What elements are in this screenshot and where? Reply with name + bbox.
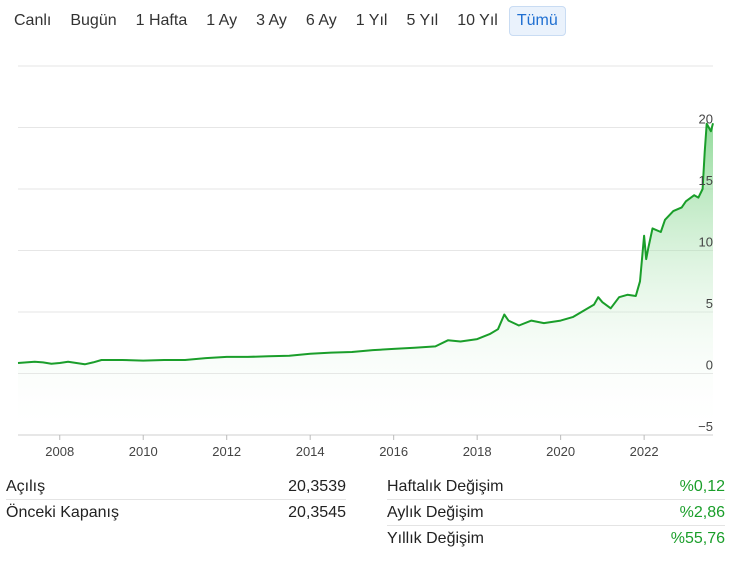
price-line [17, 122, 714, 366]
tab-5-yil[interactable]: 5 Yıl [406, 12, 439, 29]
x-tick-label: 2020 [546, 444, 575, 459]
x-tick-label: 2014 [296, 444, 325, 459]
tab-1-hafta[interactable]: 1 Hafta [135, 12, 188, 29]
stat-value: 20,3539 [288, 477, 346, 495]
x-tick-label: 2010 [129, 444, 158, 459]
y-tick-label: 5 [706, 296, 713, 311]
stat-row-haftalik: Haftalık Değişim %0,12 [387, 474, 725, 500]
y-tick-label: 20 [699, 112, 713, 127]
stat-row-aylik: Aylık Değişim %2,86 [387, 500, 725, 526]
price-stats: Açılış 20,3539 Önceki Kapanış 20,3545 [6, 474, 346, 525]
change-stats: Haftalık Değişim %0,12 Aylık Değişim %2,… [387, 474, 725, 551]
tab-bugun[interactable]: Bugün [70, 12, 117, 29]
x-tick-label: 2016 [379, 444, 408, 459]
stat-value-positive: %2,86 [679, 503, 725, 521]
tab-1-yil[interactable]: 1 Yıl [355, 12, 388, 29]
tab-tumu[interactable]: Tümü [508, 6, 566, 36]
stat-value: 20,3545 [288, 503, 346, 521]
y-tick-label: 15 [699, 173, 713, 188]
tab-3-ay[interactable]: 3 Ay [256, 12, 287, 29]
stat-row-acilis: Açılış 20,3539 [6, 474, 346, 500]
x-axis-ticks: 2008 2010 2012 2014 2016 2018 2020 2022 [45, 435, 659, 459]
stat-label: Önceki Kapanış [6, 503, 119, 521]
y-tick-label: −5 [698, 419, 713, 434]
x-tick-label: 2022 [630, 444, 659, 459]
stat-row-onceki-kapanis: Önceki Kapanış 20,3545 [6, 500, 346, 525]
time-range-tabs: Canlı Bugün 1 Hafta 1 Ay 3 Ay 6 Ay 1 Yıl… [6, 6, 569, 36]
stat-label: Yıllık Değişim [387, 529, 484, 547]
tab-10-yil[interactable]: 10 Yıl [457, 12, 498, 29]
y-tick-label: 0 [706, 358, 713, 373]
stat-label: Açılış [6, 477, 46, 495]
x-tick-label: 2012 [212, 444, 241, 459]
tab-canli[interactable]: Canlı [14, 12, 52, 29]
tab-6-ay[interactable]: 6 Ay [305, 12, 337, 29]
stat-value-positive: %0,12 [679, 477, 725, 495]
stat-value-positive: %55,76 [670, 529, 725, 547]
x-tick-label: 2008 [45, 444, 74, 459]
y-tick-label: 10 [699, 235, 713, 250]
y-axis-ticks: −5 0 5 10 15 20 [698, 112, 713, 435]
tab-1-ay[interactable]: 1 Ay [206, 12, 238, 29]
price-area [18, 123, 713, 435]
x-tick-label: 2018 [463, 444, 492, 459]
stat-label: Aylık Değişim [387, 503, 484, 521]
stat-label: Haftalık Değişim [387, 477, 504, 495]
stat-row-yillik: Yıllık Değişim %55,76 [387, 526, 725, 551]
